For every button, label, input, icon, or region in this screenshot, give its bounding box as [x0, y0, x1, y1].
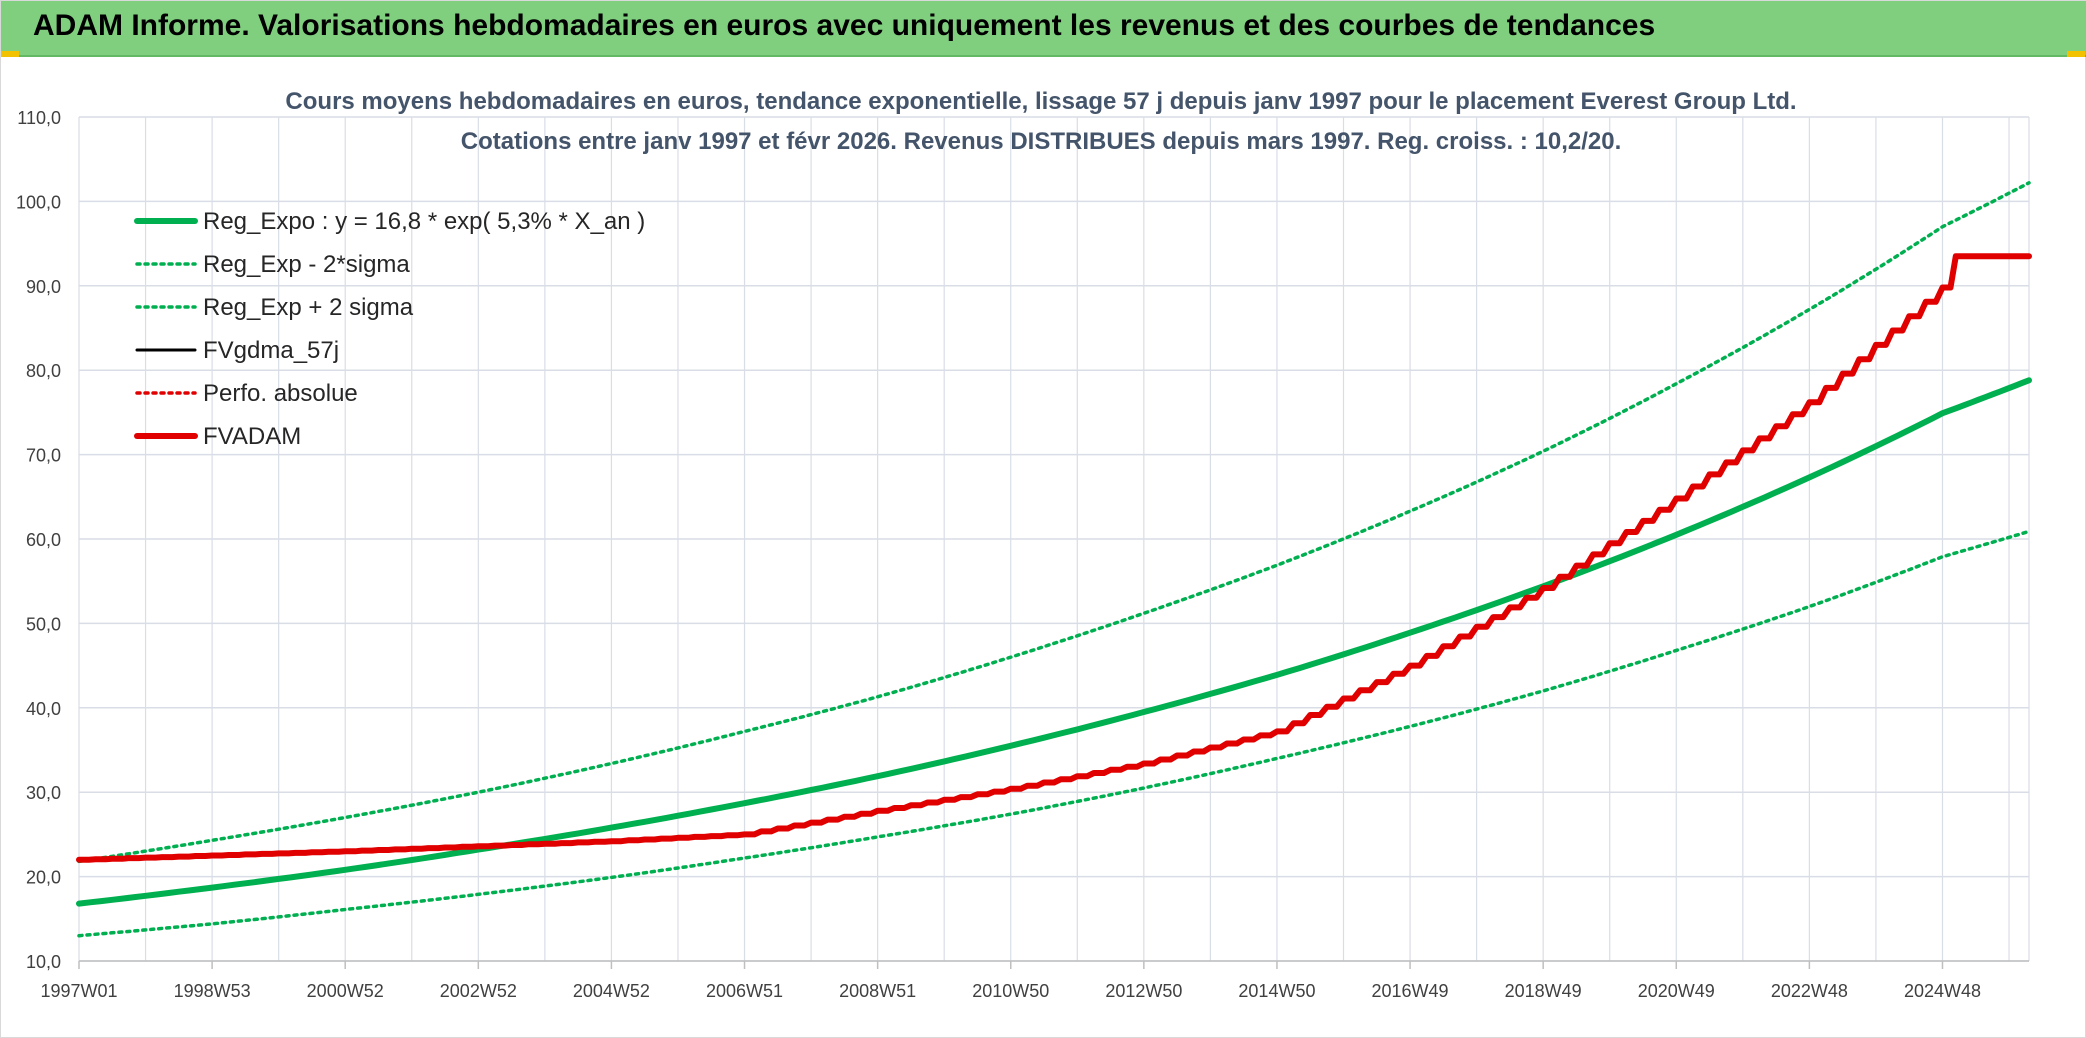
legend-label: FVgdma_57j [203, 337, 339, 364]
report-title: ADAM Informe. Valorisations hebdomadaire… [33, 9, 1656, 42]
y-tick-label: 90,0 [26, 277, 61, 297]
x-tick-label: 2018W49 [1505, 981, 1582, 1001]
y-tick-label: 10,0 [26, 952, 61, 972]
series-line-0 [76, 377, 2032, 907]
series-layer [76, 181, 2032, 938]
y-tick-label: 30,0 [26, 783, 61, 803]
y-tick-label: 60,0 [26, 530, 61, 550]
x-tick-label: 2020W49 [1638, 981, 1715, 1001]
chart-area: 10,0 20,0 30,0 40,0 50,0 60,0 70,0 80,0 90,0 100,… [1, 61, 2086, 1038]
series-line-2 [77, 181, 2031, 864]
trend-chart: 10,0 20,0 30,0 40,0 50,0 60,0 70,0 80,0 90,0 100,… [16, 88, 2032, 1001]
chart-title-line: Cotations entre janv 1997 et févr 2026. … [461, 128, 1622, 155]
legend-label: Reg_Exp - 2*sigma [203, 251, 410, 278]
y-tick-label: 80,0 [26, 361, 61, 381]
report-banner: ADAM Informe. Valorisations hebdomadaire… [1, 1, 2086, 57]
x-tick-label: 2016W49 [1372, 981, 1449, 1001]
y-tick-label: 50,0 [26, 614, 61, 634]
axis-layer: 10,0 20,0 30,0 40,0 50,0 60,0 70,0 80,0 90,0 100,… [16, 108, 2029, 1001]
banner-corner-right [2067, 51, 2085, 57]
y-tick-label: 40,0 [26, 699, 61, 719]
chart-title-line: Cours moyens hebdomadaires en euros, ten… [285, 88, 1796, 115]
chart-legend: Reg_Expo : y = 16,8 * exp( 5,3% * X_an )… [134, 208, 645, 450]
x-tick-label: 2008W51 [839, 981, 916, 1001]
y-tick-label: 110,0 [17, 108, 61, 128]
x-tick-label: 2024W48 [1904, 981, 1981, 1001]
x-tick-label: 2000W52 [307, 981, 384, 1001]
legend-label: Reg_Expo : y = 16,8 * exp( 5,3% * X_an ) [203, 208, 645, 235]
legend-label: Reg_Exp + 2 sigma [203, 294, 414, 321]
x-tick-label: 1997W01 [40, 981, 117, 1001]
y-tick-label: 100,0 [16, 192, 61, 212]
x-tick-label: 2014W50 [1238, 981, 1315, 1001]
chart-title: Cours moyens hebdomadaires en euros, ten… [285, 88, 1796, 155]
x-tick-label: 2012W50 [1105, 981, 1182, 1001]
x-tick-label: 2010W50 [972, 981, 1049, 1001]
series-line-5 [76, 253, 2032, 863]
series-line-3 [77, 254, 2031, 862]
legend-label: FVADAM [203, 423, 301, 450]
x-tick-label: 2006W51 [706, 981, 783, 1001]
y-tick-label: 20,0 [26, 868, 61, 888]
series-line-1 [77, 529, 2031, 938]
y-tick-label: 70,0 [26, 446, 61, 466]
legend-label: Perfo. absolue [203, 380, 358, 407]
banner-corner-left [1, 51, 19, 57]
x-tick-label: 2004W52 [573, 981, 650, 1001]
grid-layer [78, 116, 2030, 962]
x-tick-label: 2002W52 [440, 981, 517, 1001]
x-tick-label: 2022W48 [1771, 981, 1848, 1001]
x-tick-label: 1998W53 [174, 981, 251, 1001]
